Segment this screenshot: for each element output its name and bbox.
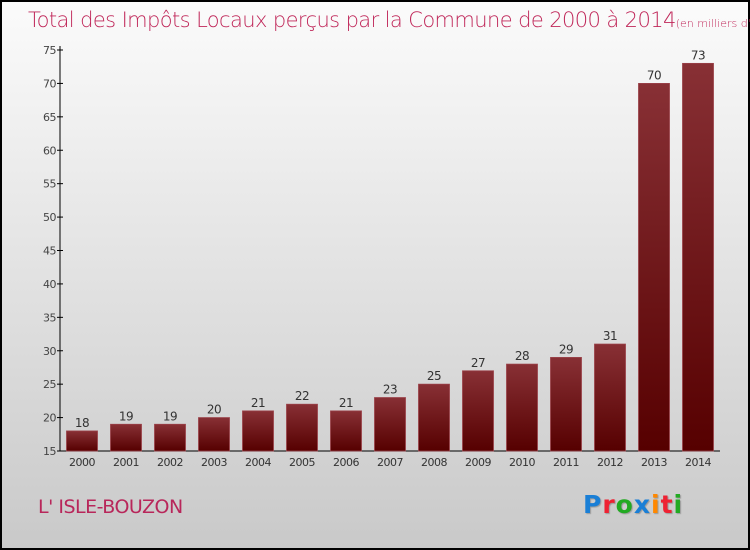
bar xyxy=(330,410,362,452)
bar xyxy=(110,423,142,452)
x-tick-label: 2010 xyxy=(509,456,535,469)
bar-value-label: 22 xyxy=(295,389,309,403)
bar xyxy=(682,62,714,452)
bar-value-label: 31 xyxy=(603,329,617,343)
chart-title: Total des Impôts Locaux perçus par la Co… xyxy=(28,8,750,32)
bar-value-label: 27 xyxy=(471,356,485,370)
bar xyxy=(242,410,274,452)
bar-value-label: 28 xyxy=(515,349,529,363)
x-tick-label: 2007 xyxy=(377,456,403,469)
y-tick-label: 25 xyxy=(43,378,56,391)
y-tick-label: 35 xyxy=(43,311,56,324)
x-tick-label: 2013 xyxy=(641,456,667,469)
x-tick-label: 2009 xyxy=(465,456,491,469)
y-tick-label: 65 xyxy=(43,111,56,124)
bar-value-label: 21 xyxy=(339,396,353,410)
bar xyxy=(286,403,318,452)
x-tick-label: 2008 xyxy=(421,456,447,469)
bar xyxy=(462,370,494,452)
y-tick-label: 75 xyxy=(43,44,56,57)
y-tick-label: 70 xyxy=(43,77,56,90)
bar-value-label: 20 xyxy=(207,403,221,417)
bar xyxy=(154,423,186,452)
title-text: Total des Impôts Locaux perçus par la Co… xyxy=(28,8,676,32)
bar-value-label: 23 xyxy=(383,383,397,397)
y-tick-label: 50 xyxy=(43,211,56,224)
bar-value-label: 73 xyxy=(691,48,705,62)
x-tick-label: 2003 xyxy=(201,456,227,469)
y-tick-label: 20 xyxy=(43,412,56,425)
bar xyxy=(638,83,670,452)
x-tick-label: 2002 xyxy=(157,456,183,469)
bar-value-label: 18 xyxy=(75,416,89,430)
bar-value-label: 21 xyxy=(251,396,265,410)
bar-value-label: 70 xyxy=(647,68,661,82)
x-tick-label: 2001 xyxy=(113,456,139,469)
y-tick-label: 40 xyxy=(43,278,56,291)
bar-value-label: 19 xyxy=(163,409,177,423)
bar-value-label: 19 xyxy=(119,409,133,423)
x-tick-label: 2005 xyxy=(289,456,315,469)
y-tick-label: 15 xyxy=(43,445,56,458)
x-tick-label: 2014 xyxy=(685,456,711,469)
bar xyxy=(374,397,406,452)
x-tick-label: 2012 xyxy=(597,456,623,469)
x-tick-label: 2004 xyxy=(245,456,271,469)
y-tick-label: 55 xyxy=(43,178,56,191)
bar xyxy=(66,430,98,452)
x-tick-label: 2000 xyxy=(69,456,95,469)
commune-name: L' ISLE-BOUZON xyxy=(38,496,183,518)
bar-value-label: 25 xyxy=(427,369,441,383)
y-tick-label: 45 xyxy=(43,245,56,258)
bar xyxy=(594,343,626,452)
proxiti-logo: Proxiti xyxy=(583,490,684,519)
x-tick-label: 2006 xyxy=(333,456,359,469)
y-tick-label: 60 xyxy=(43,144,56,157)
bar-value-label: 29 xyxy=(559,342,573,356)
x-tick-label: 2011 xyxy=(553,456,579,469)
bar xyxy=(418,383,450,452)
bar xyxy=(198,417,230,452)
bar xyxy=(550,357,582,452)
bar xyxy=(506,363,538,452)
unit-note: (en milliers d'€) xyxy=(675,17,750,30)
y-tick-label: 30 xyxy=(43,345,56,358)
